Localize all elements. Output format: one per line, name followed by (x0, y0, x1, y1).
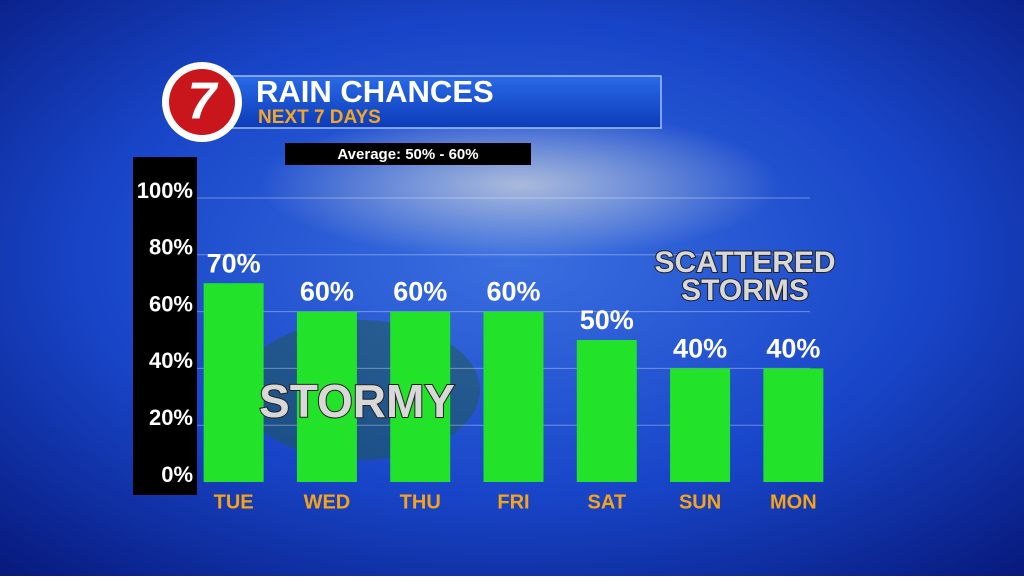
y-tick-label: 80% (149, 235, 193, 260)
value-label: 40% (766, 334, 820, 364)
bar (576, 340, 637, 482)
bar (670, 368, 731, 482)
plot: 0% 20% 40% 60% 80% 100% TUE 70% WED 60% THU 60% FRI 6… (137, 178, 824, 513)
axis-panel (133, 157, 197, 495)
x-tick-label: MON (770, 491, 817, 513)
cloud (260, 110, 780, 260)
bar (483, 311, 544, 482)
storms-label: STORMS (681, 274, 809, 307)
logo-text: 7 (188, 73, 219, 131)
x-tick-label: SAT (588, 491, 627, 513)
value-label: 40% (673, 334, 727, 364)
x-tick-label: TUE (214, 491, 254, 513)
y-tick-label: 0% (161, 462, 193, 487)
chart-subtitle: NEXT 7 DAYS (258, 107, 381, 128)
value-label: 70% (207, 248, 261, 278)
bar (296, 311, 357, 482)
bar (763, 368, 824, 482)
title-bar (174, 75, 662, 129)
value-label: 60% (486, 277, 540, 307)
value-label: 50% (580, 305, 634, 335)
y-tick-label: 60% (149, 291, 193, 316)
y-tick-label: 20% (149, 405, 193, 430)
note-box (285, 143, 531, 165)
stormy-label: STORMY (259, 375, 455, 427)
chart-title: RAIN CHANCES (256, 74, 494, 109)
logo (169, 69, 235, 135)
bar (390, 311, 451, 482)
x-tick-label: THU (400, 491, 441, 513)
value-label: 60% (300, 277, 354, 307)
average-note: Average: 50% - 60% (337, 146, 478, 163)
y-tick-label: 40% (149, 348, 193, 373)
x-tick-label: WED (304, 491, 351, 513)
bar (203, 283, 264, 482)
scattered-label: SCATTERED (654, 246, 835, 279)
x-tick-label: SUN (679, 491, 721, 513)
x-tick-label: FRI (497, 491, 529, 513)
value-label: 60% (393, 277, 447, 307)
y-tick-label: 100% (137, 178, 193, 203)
